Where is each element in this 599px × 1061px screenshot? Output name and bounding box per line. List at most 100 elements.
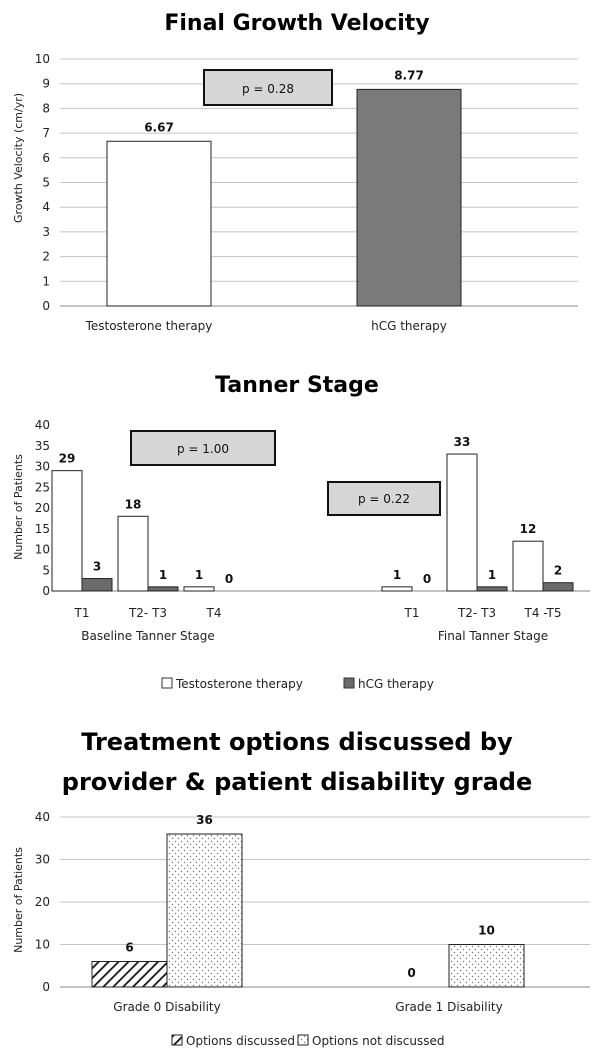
legend-label: hCG therapy xyxy=(358,677,434,691)
gridlines xyxy=(60,816,590,945)
y-tick-label: 40 xyxy=(35,810,50,824)
legend-swatch-hcg xyxy=(343,677,355,689)
y-tick-label: 40 xyxy=(35,418,50,432)
category-label: T4 xyxy=(206,606,222,620)
y-tick-label: 10 xyxy=(35,938,50,952)
chart-title: Tanner Stage xyxy=(215,373,379,398)
annotation-box xyxy=(130,430,276,466)
bars xyxy=(51,453,574,592)
category-labels: T1 T2- T3 T4 T1 T2- T3 T4 -T5 xyxy=(74,606,562,620)
legend-swatch-options-discussed xyxy=(171,1034,183,1046)
data-label: 1 xyxy=(195,568,203,582)
bar-hcg xyxy=(356,88,462,307)
y-tick-label: 35 xyxy=(35,439,50,453)
category-label: T2- T3 xyxy=(128,606,167,620)
y-tick-label: 10 xyxy=(35,52,50,66)
y-axis-label: Growth Velocity (cm/yr) xyxy=(12,93,25,223)
chart-treatment-options: Treatment options discussed by provider … xyxy=(12,728,590,1048)
y-tick-label: 30 xyxy=(35,460,50,474)
y-tick-label: 10 xyxy=(35,543,50,557)
y-tick-label: 15 xyxy=(35,522,50,536)
bars xyxy=(106,88,462,307)
legend-label: Testosterone therapy xyxy=(175,677,303,691)
data-labels: 6 36 0 10 xyxy=(125,813,495,980)
data-label: 8.77 xyxy=(394,68,424,82)
y-tick-labels: 0 10 20 30 40 xyxy=(35,810,50,994)
legend: Testosterone therapy hCG therapy xyxy=(161,677,434,691)
y-tick-label: 1 xyxy=(42,274,50,288)
category-label: T1 xyxy=(74,606,90,620)
y-tick-label: 0 xyxy=(42,980,50,994)
y-tick-label: 7 xyxy=(42,126,50,140)
category-labels: Testosterone therapy hCG therapy xyxy=(85,319,447,333)
y-tick-label: 30 xyxy=(35,853,50,867)
p-value-annotation-final: p = 0.22 xyxy=(327,481,441,516)
annotation-box xyxy=(203,69,333,106)
data-label: 6 xyxy=(125,941,133,955)
y-tick-label: 2 xyxy=(42,250,50,264)
data-label: 29 xyxy=(59,452,76,466)
y-tick-label: 8 xyxy=(42,101,50,115)
data-label: 2 xyxy=(554,564,562,578)
data-label: 6.67 xyxy=(144,120,174,134)
data-label: 33 xyxy=(454,435,471,449)
p-value-annotation: p = 0.28 xyxy=(203,69,333,106)
bar-hcg xyxy=(81,578,113,592)
category-label: Grade 0 Disability xyxy=(113,1000,220,1014)
data-label: 0 xyxy=(225,572,233,586)
y-axis-label: Number of Patients xyxy=(12,847,25,953)
data-label: 36 xyxy=(196,813,213,827)
bar-testosterone xyxy=(512,540,544,592)
bar-options-discussed xyxy=(91,961,168,988)
bar-testosterone xyxy=(446,453,478,592)
bar-testosterone xyxy=(183,586,215,592)
category-label: Grade 1 Disability xyxy=(395,1000,502,1014)
legend-label: Options not discussed xyxy=(312,1034,445,1048)
data-labels: 29 3 18 1 1 0 1 0 33 1 12 2 xyxy=(59,435,563,586)
bar-hcg xyxy=(476,586,508,592)
data-label: 0 xyxy=(407,966,415,980)
y-tick-labels: 0 1 2 3 4 5 6 7 8 9 10 xyxy=(35,52,50,313)
bar-hcg xyxy=(147,586,179,592)
data-labels: 6.67 8.77 xyxy=(144,68,424,134)
legend: Options discussed Options not discussed xyxy=(171,1034,445,1048)
data-label: 12 xyxy=(520,522,537,536)
data-label: 10 xyxy=(478,924,495,938)
chart-title-line-2: provider & patient disability grade xyxy=(62,768,532,796)
data-label: 1 xyxy=(159,568,167,582)
y-tick-label: 6 xyxy=(42,151,50,165)
data-label: 18 xyxy=(125,497,142,511)
category-label: T2- T3 xyxy=(457,606,496,620)
bar-testosterone xyxy=(106,140,212,307)
annotation-box xyxy=(327,481,441,516)
bar-testosterone xyxy=(51,470,83,592)
group-label-baseline: Baseline Tanner Stage xyxy=(81,629,214,643)
y-tick-label: 5 xyxy=(42,563,50,577)
y-tick-labels: 0 5 10 15 20 25 30 35 40 xyxy=(35,418,50,598)
category-label: Testosterone therapy xyxy=(85,319,213,333)
y-tick-label: 9 xyxy=(42,77,50,91)
category-label: T4 -T5 xyxy=(524,606,562,620)
bar-testosterone xyxy=(381,586,413,592)
annotation-text: p = 0.28 xyxy=(242,82,294,96)
bar-options-not-discussed xyxy=(166,833,243,988)
category-label: T1 xyxy=(404,606,420,620)
bar-hcg xyxy=(542,582,574,592)
y-axis-label: Number of Patients xyxy=(12,454,25,560)
chart-title-line-1: Treatment options discussed by xyxy=(81,728,513,756)
y-tick-label: 4 xyxy=(42,200,50,214)
legend-label: Options discussed xyxy=(186,1034,295,1048)
y-tick-label: 20 xyxy=(35,501,50,515)
category-label: hCG therapy xyxy=(371,319,447,333)
data-label: 1 xyxy=(393,568,401,582)
y-tick-label: 5 xyxy=(42,176,50,190)
annotation-text: p = 1.00 xyxy=(177,442,229,456)
p-value-annotation-baseline: p = 1.00 xyxy=(130,430,276,466)
y-tick-label: 3 xyxy=(42,225,50,239)
chart-title: Final Growth Velocity xyxy=(164,11,429,36)
y-tick-label: 0 xyxy=(42,584,50,598)
bar-testosterone xyxy=(117,515,149,592)
annotation-text: p = 0.22 xyxy=(358,492,410,506)
